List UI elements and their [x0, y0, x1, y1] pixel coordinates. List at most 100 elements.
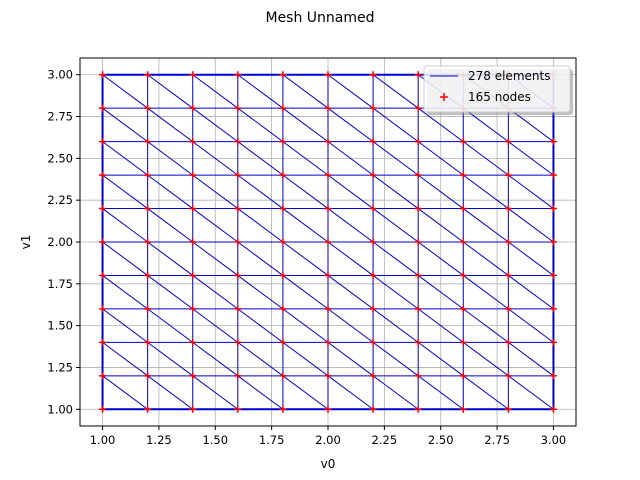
- y-tick-label: 3.00: [47, 68, 73, 82]
- mesh-edge: [102, 208, 148, 243]
- mesh-node: [279, 405, 287, 413]
- mesh-node: [459, 205, 467, 213]
- x-tick-label: 2.50: [428, 433, 454, 447]
- mesh-edge: [327, 275, 374, 310]
- mesh-node: [369, 71, 377, 79]
- mesh-node: [99, 138, 107, 146]
- mesh-node: [369, 271, 377, 279]
- mesh-edge: [462, 241, 509, 276]
- mesh-edge: [417, 308, 464, 343]
- y-tick-label: 1.00: [47, 402, 73, 416]
- mesh-node: [279, 305, 287, 313]
- mesh-node: [549, 305, 557, 313]
- mesh-edge: [372, 308, 419, 343]
- mesh-edge: [147, 208, 194, 243]
- mesh-edge: [147, 74, 194, 109]
- mesh-node: [189, 238, 197, 246]
- mesh-node: [189, 305, 197, 313]
- mesh-edge: [327, 241, 374, 276]
- mesh-edge: [282, 141, 329, 176]
- mesh-edge: [192, 208, 239, 243]
- mesh-edge: [192, 275, 239, 310]
- mesh-node: [234, 171, 242, 179]
- mesh-edge: [508, 275, 554, 310]
- mesh-node: [189, 372, 197, 380]
- mesh-node: [324, 71, 332, 79]
- mesh-node: [459, 138, 467, 146]
- mesh-edge: [282, 74, 329, 109]
- mesh-node: [324, 171, 332, 179]
- mesh-edge: [192, 241, 239, 276]
- mesh-edge: [147, 241, 194, 276]
- mesh-edge: [102, 341, 148, 377]
- mesh-node: [99, 171, 107, 179]
- mesh-edge: [327, 341, 374, 377]
- x-tick-label: 1.75: [259, 433, 285, 447]
- mesh-node: [459, 305, 467, 313]
- x-tick-label: 1.25: [146, 433, 172, 447]
- mesh-edge: [147, 174, 194, 209]
- mesh-node: [144, 372, 152, 380]
- mesh-edge: [508, 241, 554, 276]
- mesh-node: [549, 372, 557, 380]
- mesh-node: [369, 305, 377, 313]
- y-tick-label: 2.25: [47, 193, 73, 207]
- mesh-node: [324, 138, 332, 146]
- mesh-node: [504, 305, 512, 313]
- y-axis-ticks: 1.00 1.25 1.50 1.75 2.00 2.25 2.50 2.75 3.00: [47, 68, 80, 416]
- mesh-edge: [417, 275, 464, 310]
- mesh-node: [549, 271, 557, 279]
- mesh-node: [144, 71, 152, 79]
- mesh-node: [144, 238, 152, 246]
- mesh-edge: [282, 241, 329, 276]
- mesh-node: [369, 104, 377, 112]
- mesh-node: [549, 205, 557, 213]
- mesh-node: [99, 238, 107, 246]
- mesh-edge: [282, 174, 329, 209]
- legend-elements-label: 278 elements: [468, 69, 550, 83]
- mesh-edge: [102, 74, 148, 109]
- mesh-edge: [372, 341, 419, 377]
- mesh-edge: [282, 275, 329, 310]
- mesh-edge: [102, 107, 148, 143]
- mesh-edge: [147, 141, 194, 176]
- mesh-node: [369, 405, 377, 413]
- legend-nodes-label: 165 nodes: [468, 90, 531, 104]
- mesh-node: [189, 138, 197, 146]
- mesh-edge: [417, 107, 464, 143]
- mesh-edge: [102, 174, 148, 209]
- mesh-node: [414, 338, 422, 346]
- mesh-edge: [462, 375, 509, 410]
- chart-title: Mesh Unnamed: [265, 10, 374, 26]
- x-tick-label: 1.50: [202, 433, 228, 447]
- mesh-edge: [282, 308, 329, 343]
- mesh-node: [324, 405, 332, 413]
- mesh-node: [189, 405, 197, 413]
- mesh-node: [144, 104, 152, 112]
- mesh-edge: [282, 107, 329, 143]
- mesh-node: [549, 171, 557, 179]
- mesh-node: [414, 238, 422, 246]
- mesh-node: [369, 171, 377, 179]
- mesh-edge: [508, 375, 554, 410]
- mesh-edge: [192, 341, 239, 377]
- mesh-node: [504, 338, 512, 346]
- mesh-node: [324, 372, 332, 380]
- mesh-node: [99, 338, 107, 346]
- mesh-edge: [417, 375, 464, 410]
- mesh-edge: [192, 141, 239, 176]
- mesh-edge: [508, 308, 554, 343]
- mesh-edge: [237, 275, 284, 310]
- mesh-node: [324, 238, 332, 246]
- mesh-edge: [372, 275, 419, 310]
- mesh-edge: [147, 341, 194, 377]
- mesh-node: [144, 138, 152, 146]
- mesh-node: [189, 171, 197, 179]
- mesh-node: [234, 372, 242, 380]
- mesh-node: [234, 305, 242, 313]
- mesh-node: [414, 138, 422, 146]
- mesh-edge: [192, 107, 239, 143]
- mesh-node: [414, 372, 422, 380]
- mesh-edge: [147, 308, 194, 343]
